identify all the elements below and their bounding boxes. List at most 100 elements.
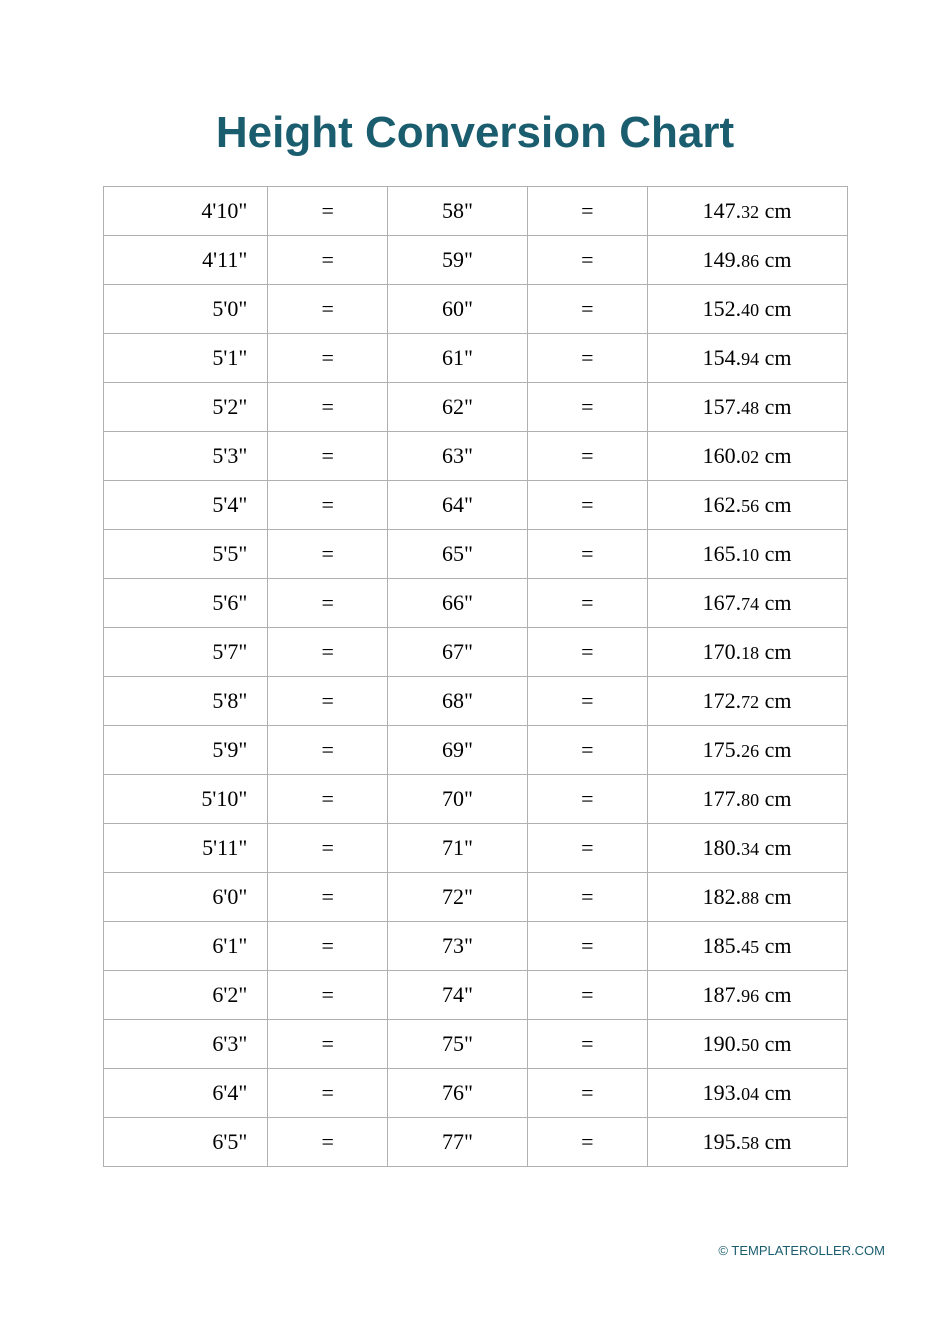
cm-integer: 193. [703, 1080, 742, 1105]
cell-equals: = [268, 1118, 388, 1167]
cell-feet-inches: 5'2" [103, 383, 268, 432]
cm-decimal: 04 [741, 1084, 759, 1104]
cm-integer: 172. [703, 688, 742, 713]
cell-inches: 64" [388, 481, 528, 530]
cm-integer: 170. [703, 639, 742, 664]
cm-integer: 187. [703, 982, 742, 1007]
cm-decimal: 86 [741, 251, 759, 271]
cell-centimeters: 193.04 cm [647, 1069, 847, 1118]
cm-decimal: 88 [741, 888, 759, 908]
cell-equals: = [527, 236, 647, 285]
cell-inches: 70" [388, 775, 528, 824]
cell-equals: = [527, 1118, 647, 1167]
cell-equals: = [527, 383, 647, 432]
cell-feet-inches: 6'1" [103, 922, 268, 971]
cell-equals: = [527, 1069, 647, 1118]
cell-inches: 60" [388, 285, 528, 334]
cm-unit: cm [759, 247, 791, 272]
cm-unit: cm [759, 786, 791, 811]
cm-integer: 180. [703, 835, 742, 860]
cm-integer: 160. [703, 443, 742, 468]
cell-centimeters: 195.58 cm [647, 1118, 847, 1167]
table-row: 4'11"=59"=149.86 cm [103, 236, 847, 285]
cell-feet-inches: 6'2" [103, 971, 268, 1020]
cell-centimeters: 175.26 cm [647, 726, 847, 775]
cm-integer: 162. [703, 492, 742, 517]
cell-equals: = [527, 824, 647, 873]
table-row: 5'3"=63"=160.02 cm [103, 432, 847, 481]
copyright-symbol: © [718, 1243, 728, 1258]
cell-feet-inches: 5'10" [103, 775, 268, 824]
cm-integer: 147. [703, 198, 742, 223]
cell-feet-inches: 5'3" [103, 432, 268, 481]
cell-centimeters: 147.32 cm [647, 187, 847, 236]
cell-inches: 63" [388, 432, 528, 481]
table-row: 5'6"=66"=167.74 cm [103, 579, 847, 628]
table-row: 5'11"=71"=180.34 cm [103, 824, 847, 873]
cm-decimal: 32 [741, 202, 759, 222]
cm-unit: cm [759, 737, 791, 762]
cell-equals: = [268, 579, 388, 628]
cell-equals: = [268, 236, 388, 285]
cell-equals: = [527, 1020, 647, 1069]
cell-inches: 72" [388, 873, 528, 922]
cm-decimal: 40 [741, 300, 759, 320]
cell-equals: = [527, 530, 647, 579]
cm-unit: cm [759, 394, 791, 419]
cell-inches: 66" [388, 579, 528, 628]
cm-integer: 152. [703, 296, 742, 321]
cell-equals: = [268, 775, 388, 824]
cell-equals: = [527, 775, 647, 824]
cell-inches: 65" [388, 530, 528, 579]
cell-equals: = [268, 726, 388, 775]
cell-centimeters: 157.48 cm [647, 383, 847, 432]
cell-feet-inches: 5'5" [103, 530, 268, 579]
cm-decimal: 02 [741, 447, 759, 467]
cm-integer: 185. [703, 933, 742, 958]
cell-centimeters: 154.94 cm [647, 334, 847, 383]
cell-inches: 77" [388, 1118, 528, 1167]
table-row: 5'2"=62"=157.48 cm [103, 383, 847, 432]
cm-integer: 154. [703, 345, 742, 370]
cm-decimal: 18 [741, 643, 759, 663]
cell-equals: = [527, 726, 647, 775]
cm-unit: cm [759, 639, 791, 664]
cell-feet-inches: 5'11" [103, 824, 268, 873]
cell-centimeters: 170.18 cm [647, 628, 847, 677]
cell-equals: = [268, 922, 388, 971]
cm-unit: cm [759, 198, 791, 223]
cm-unit: cm [759, 835, 791, 860]
cell-equals: = [268, 187, 388, 236]
cell-centimeters: 167.74 cm [647, 579, 847, 628]
table-row: 6'3"=75"=190.50 cm [103, 1020, 847, 1069]
table-row: 6'1"=73"=185.45 cm [103, 922, 847, 971]
cell-feet-inches: 5'0" [103, 285, 268, 334]
cm-integer: 190. [703, 1031, 742, 1056]
cell-inches: 74" [388, 971, 528, 1020]
cm-integer: 157. [703, 394, 742, 419]
cm-decimal: 94 [741, 349, 759, 369]
cm-unit: cm [759, 688, 791, 713]
cell-inches: 69" [388, 726, 528, 775]
cm-unit: cm [759, 296, 791, 321]
cell-equals: = [527, 334, 647, 383]
cell-centimeters: 190.50 cm [647, 1020, 847, 1069]
cell-equals: = [268, 824, 388, 873]
cell-equals: = [527, 628, 647, 677]
cell-equals: = [527, 677, 647, 726]
table-row: 5'8"=68"=172.72 cm [103, 677, 847, 726]
table-row: 5'1"=61"=154.94 cm [103, 334, 847, 383]
cell-centimeters: 180.34 cm [647, 824, 847, 873]
cm-decimal: 74 [741, 594, 759, 614]
cell-feet-inches: 4'10" [103, 187, 268, 236]
cm-integer: 182. [703, 884, 742, 909]
cm-decimal: 10 [741, 545, 759, 565]
cell-inches: 71" [388, 824, 528, 873]
cell-centimeters: 172.72 cm [647, 677, 847, 726]
cell-centimeters: 165.10 cm [647, 530, 847, 579]
cell-equals: = [527, 481, 647, 530]
cm-decimal: 45 [741, 937, 759, 957]
cell-equals: = [527, 922, 647, 971]
cell-equals: = [268, 1020, 388, 1069]
footer-link[interactable]: TEMPLATEROLLER.COM [731, 1243, 885, 1258]
